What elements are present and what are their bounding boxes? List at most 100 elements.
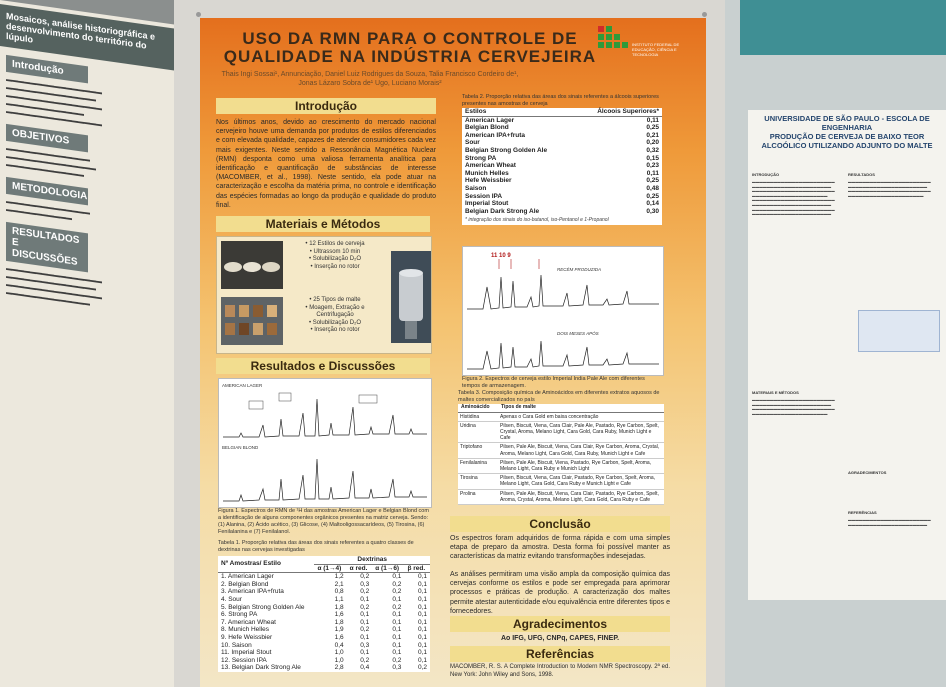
table-row: American Wheat 0,23 — [462, 162, 662, 170]
t2-value-cell: 0,48 — [646, 184, 659, 192]
t3-malt-cell: Pilsen, Biscuit, Viena, Cara Clair, Past… — [498, 473, 664, 490]
t1-col: α red. — [346, 564, 373, 574]
table-2: Estilos Álcoois Superiores* American Lag… — [462, 108, 662, 226]
t3-col-a: Aminoácido — [458, 404, 498, 413]
t2-value-cell: 0,20 — [646, 139, 659, 147]
nmr-spectrometer-photo — [391, 251, 431, 343]
t1-sample-cell: 11. Imperial Stout — [221, 649, 272, 657]
t1-value-cell: 0,3 — [392, 664, 402, 672]
t2-value-cell: 0,30 — [646, 207, 659, 215]
t1-col: β red. — [404, 564, 430, 574]
t2-style-cell: Session IPA — [465, 192, 503, 200]
institute-logo: INSTITUTO FEDERAL DE EDUCAÇÃO, CIÊNCIA E… — [596, 24, 701, 57]
step: • 12 Estilos de cerveja — [305, 241, 365, 247]
table-row: 4. Sour 1,1 0,1 0,1 0,1 — [218, 596, 430, 604]
t1-sample-cell: 10. Saison — [221, 641, 252, 649]
t2-style-cell: Imperial Stout — [465, 200, 509, 208]
table-3: Aminoácido Tipos de malte Histidina Apena… — [458, 404, 664, 506]
t2-value-cell: 0,11 — [646, 116, 659, 124]
table-2-caption: Tabela 2. Proporção relativa das áreas d… — [462, 94, 659, 107]
t1-value-cell: 0,1 — [392, 611, 402, 619]
figure-1-caption: Figura 1. Espectros de RMN de ¹H das amo… — [218, 508, 429, 535]
t2-style-cell: Belgian Blond — [465, 124, 509, 132]
t3-aminoacid-cell: Triptofano — [458, 442, 498, 459]
left-poster: Mosaicos, análise historiográfica e dese… — [0, 0, 175, 687]
conclusion-text-1: Os espectros foram adquiridos de forma r… — [450, 535, 670, 561]
table-row: American IPA+fruta 0,21 — [462, 132, 662, 140]
t1-value-cell: 0,1 — [417, 633, 427, 641]
t2-value-cell: 0,11 — [646, 169, 659, 177]
right-poster-text: ▬▬▬▬▬▬▬▬▬▬▬▬▬▬▬▬▬▬▬▬▬▬▬ ▬▬▬▬▬▬▬▬▬▬▬▬▬▬▬▬▬… — [752, 398, 835, 416]
right-poster-section: REFERÊNCIAS — [848, 510, 877, 515]
section-heading-references: Referências — [450, 646, 670, 662]
step: • Moagem, Extração e Centrifugação — [305, 304, 365, 319]
right-poster-section: MATERIAIS E MÉTODOS — [752, 390, 799, 395]
t1-value-cell: 0,1 — [392, 626, 402, 634]
right-poster-text: ▬▬▬▬▬▬▬▬▬▬▬▬▬▬▬▬▬▬▬▬▬▬▬ ▬▬▬▬▬▬▬▬▬▬▬▬▬▬▬▬▬… — [848, 180, 931, 198]
table-3-grid: Aminoácido Tipos de malte Histidina Apena… — [458, 404, 664, 506]
right-poster-section: AGRADECIMENTOS — [848, 470, 887, 475]
t3-col-b: Tipos de malte — [498, 404, 664, 413]
right-poster-university: UNIVERSIDADE DE SÃO PAULO - ESCOLA DE EN… — [764, 114, 930, 132]
t1-value-cell: 0,2 — [360, 588, 370, 596]
t2-style-cell: Sour — [465, 139, 480, 147]
t1-sample-cell: 1. American Lager — [221, 573, 274, 581]
t2-value-cell: 0,15 — [646, 154, 659, 162]
t1-value-cell: 0,1 — [360, 618, 370, 626]
left-poster-section-results: RESULTADOS E DISCUSSÕES — [6, 221, 88, 273]
table-row: Imperial Stout 0,14 — [462, 200, 662, 208]
t1-value-cell: 0,3 — [360, 580, 370, 588]
t1-sample-cell: 9. Hefe Weissbier — [221, 633, 273, 641]
t2-style-cell: Saison — [465, 184, 487, 192]
t2-style-cell: Strong PA — [465, 154, 497, 162]
pin-icon — [196, 12, 201, 17]
section-heading-methods: Materiais e Métodos — [216, 216, 430, 232]
t1-value-cell: 0,1 — [417, 656, 427, 664]
t1-value-cell: 0,2 — [360, 603, 370, 611]
table-2-grid: Estilos Álcoois Superiores* American Lag… — [462, 108, 662, 216]
right-poster-text: ▬▬▬▬▬▬▬▬▬▬▬▬▬▬▬▬▬▬▬▬▬▬▬ ▬▬▬▬▬▬▬▬▬▬▬▬▬▬▬▬▬… — [752, 180, 835, 217]
t1-col-sample: Nº Amostras/ Estilo — [218, 556, 315, 574]
t2-value-cell: 0,25 — [646, 124, 659, 132]
t1-value-cell: 0,2 — [392, 580, 402, 588]
table-row: Histidina Apenas o Cara Gold em baixa con… — [458, 412, 664, 422]
table-1-grid: Nº Amostras/ Estilo Dextrinas α (1→4) α … — [218, 556, 430, 672]
right-poster-table — [858, 310, 940, 352]
step: • Inserção no rotor — [310, 327, 360, 333]
step: • Solubilização D₂O — [308, 319, 362, 326]
t1-sample-cell: 2. Belgian Blond — [221, 580, 269, 588]
t3-malt-cell: Pilsen, Pale Ale, Biscuit, Viena, Cara C… — [498, 489, 664, 506]
t1-col: α (1→4) — [314, 564, 347, 574]
t1-sample-cell: 6. Strong PA — [221, 611, 258, 619]
t2-value-cell: 0,25 — [646, 192, 659, 200]
malt-samples-photo — [221, 297, 283, 345]
t2-value-cell: 0,25 — [646, 177, 659, 185]
t1-value-cell: 0,2 — [417, 664, 427, 672]
table-row: Munich Helles 0,11 — [462, 170, 662, 178]
t1-sample-cell: 12. Session IPA — [221, 656, 267, 664]
table-row: 11. Imperial Stout 1,0 0,1 0,1 0,1 — [218, 649, 430, 657]
table-row: 12. Session IPA 1,0 0,2 0,2 0,1 — [218, 657, 430, 665]
t1-value-cell: 0,2 — [392, 656, 402, 664]
t1-value-cell: 0,1 — [392, 573, 402, 581]
t1-value-cell: 1,1 — [334, 595, 344, 603]
t1-value-cell: 0,1 — [417, 641, 427, 649]
table-row: Tirosina Pilsen, Biscuit, Viena, Cara Cla… — [458, 473, 664, 490]
t3-malt-cell: Pilsen, Pale Ale, Biscuit, Viena, Pastad… — [498, 458, 664, 475]
table-row: 8. Munich Helles 1,9 0,2 0,1 0,1 — [218, 626, 430, 634]
t2-style-cell: Belgian Strong Golden Ale — [465, 146, 548, 154]
table-row: 13. Belgian Dark Strong Ale 2,8 0,4 0,3 0,2 — [218, 664, 430, 672]
figure-1-nmr-spectra: AMERICAN LAGER BELGIAN BLOND — [218, 378, 432, 508]
t1-value-cell: 1,9 — [334, 626, 344, 634]
figure-2-caption: Figura 2. Espectros de cerveja estilo Im… — [462, 376, 645, 389]
t2-style-cell: American IPA+fruta — [465, 131, 526, 139]
t1-value-cell: 1,2 — [334, 573, 344, 581]
t1-value-cell: 0,2 — [360, 573, 370, 581]
t1-value-cell: 0,1 — [360, 633, 370, 641]
t1-value-cell: 1,8 — [334, 618, 344, 626]
t1-value-cell: 1,0 — [334, 649, 344, 657]
right-poster: UNIVERSIDADE DE SÃO PAULO - ESCOLA DE EN… — [748, 110, 946, 600]
table-row: Strong PA 0,15 — [462, 155, 662, 163]
t1-value-cell: 2,1 — [334, 580, 344, 588]
